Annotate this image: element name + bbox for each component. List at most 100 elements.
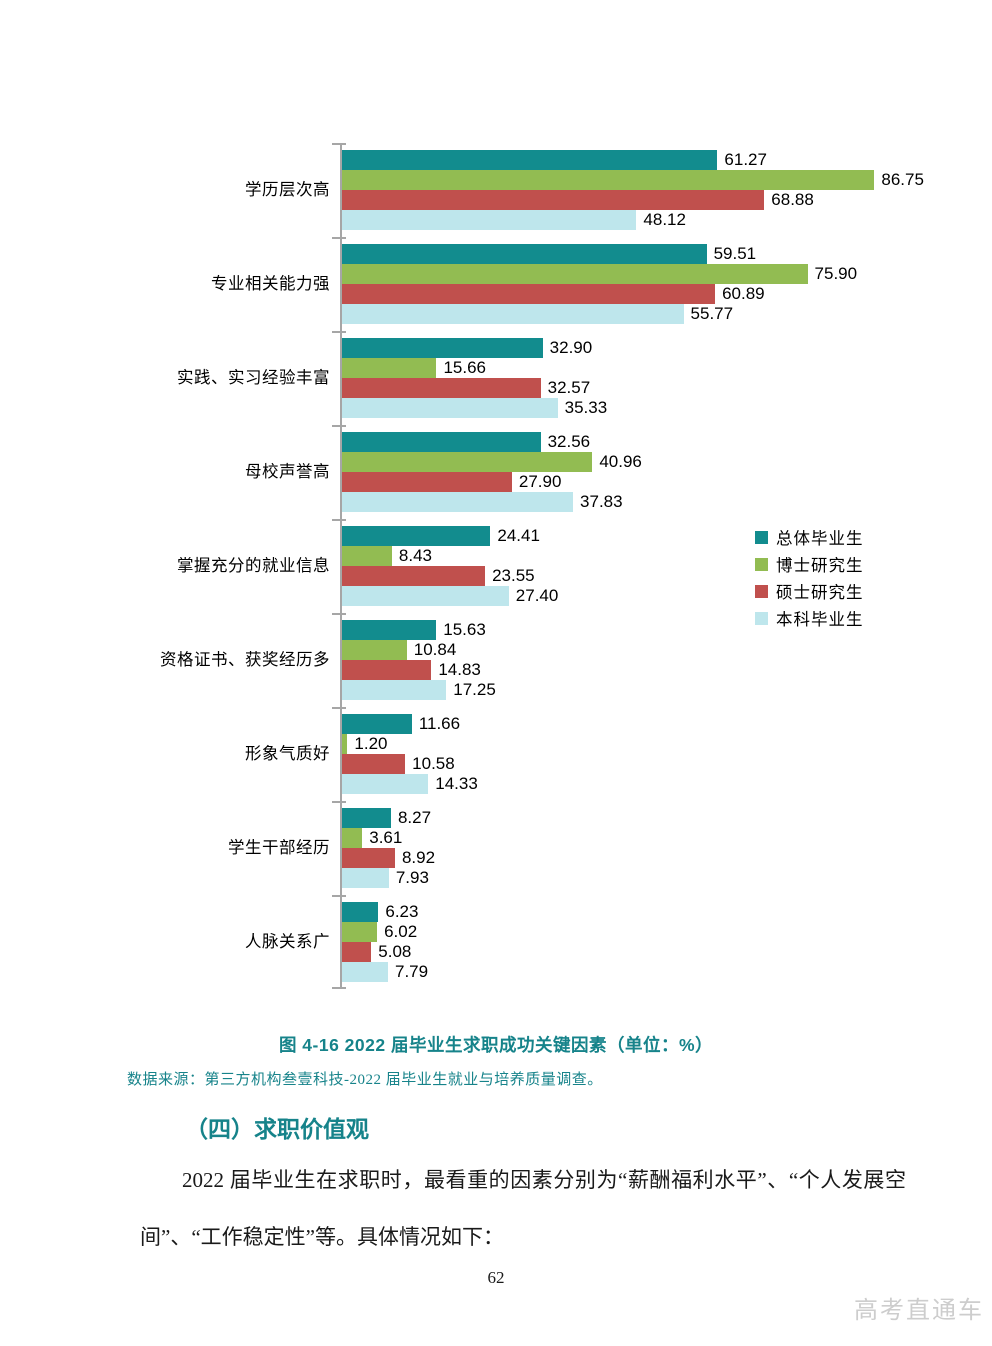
watermark: 高考直通车 <box>854 1297 984 1324</box>
axis-tick <box>332 331 346 333</box>
category-bar-group: 6.23 6.02 5.08 7.79 <box>340 895 940 989</box>
bar-line: 59.51 <box>340 244 940 264</box>
bar-line: 3.61 <box>340 828 940 848</box>
bar-line: 10.84 <box>340 640 940 660</box>
bar-value-label: 14.83 <box>438 660 481 679</box>
bar-博士研究生 <box>340 264 808 284</box>
chart-legend: 总体毕业生博士研究生硕士研究生本科毕业生 <box>755 528 864 629</box>
bar-本科毕业生 <box>340 586 509 606</box>
section-heading: （四）求职价值观 <box>185 1116 369 1142</box>
bar-value-label: 15.63 <box>443 620 486 639</box>
bar-value-label: 48.12 <box>643 210 686 229</box>
legend-item: 本科毕业生 <box>755 609 864 629</box>
category-label: 学生干部经历 <box>228 838 330 858</box>
bar-line: 7.79 <box>340 962 940 982</box>
chart-plot-area: 学历层次高 61.27 86.75 68.88 48.12 专业相关能力强 59.51 75.… <box>140 143 940 989</box>
bar-本科毕业生 <box>340 774 429 794</box>
category-bar-group: 32.90 15.66 32.57 35.33 <box>340 331 940 425</box>
category-label: 学历层次高 <box>245 180 330 200</box>
bar-总体毕业生 <box>340 244 707 264</box>
chart-category-row: 母校声誉高 32.56 40.96 27.90 37.83 <box>140 425 940 519</box>
bar-博士研究生 <box>340 828 363 848</box>
bar-value-label: 40.96 <box>599 452 642 471</box>
bar-value-label: 68.88 <box>771 190 814 209</box>
bar-line: 1.20 <box>340 734 940 754</box>
bar-博士研究生 <box>340 452 593 472</box>
bar-硕士研究生 <box>340 754 406 774</box>
bar-line: 7.93 <box>340 868 940 888</box>
bar-博士研究生 <box>340 922 378 942</box>
chart-category-row: 学历层次高 61.27 86.75 68.88 48.12 <box>140 143 940 237</box>
bar-line: 8.92 <box>340 848 940 868</box>
bar-value-label: 8.27 <box>397 808 432 827</box>
category-label: 掌握充分的就业信息 <box>177 556 330 576</box>
axis-tick <box>332 425 346 427</box>
bar-value-label: 6.02 <box>384 922 418 941</box>
bar-line: 15.66 <box>340 358 940 378</box>
bar-总体毕业生 <box>340 808 391 828</box>
bar-硕士研究生 <box>340 566 486 586</box>
legend-label: 总体毕业生 <box>776 529 864 548</box>
category-label: 实践、实习经验丰富 <box>177 368 330 388</box>
category-label: 专业相关能力强 <box>211 274 330 294</box>
chart-category-row: 学生干部经历 8.27 3.61 8.92 7.93 <box>140 801 940 895</box>
legend-label: 博士研究生 <box>776 556 864 575</box>
legend-swatch-icon <box>755 530 768 544</box>
bar-value-label: 17.25 <box>453 680 496 699</box>
category-bar-group: 61.27 86.75 68.88 48.12 <box>340 143 940 237</box>
category-bar-group: 15.63 10.84 14.83 17.25 <box>340 613 940 707</box>
bar-line: 17.25 <box>340 680 940 700</box>
body-paragraph: 2022 届毕业生在求职时，最看重的因素分别为“薪酬福利水平”、“个人发展空间”… <box>140 1168 906 1249</box>
bar-value-label: 1.20 <box>354 734 388 753</box>
legend-label: 本科毕业生 <box>776 610 864 629</box>
bar-line: 27.90 <box>340 472 940 492</box>
category-bar-group: 24.41 8.43 23.55 27.40 <box>340 519 940 613</box>
axis-tick <box>332 613 346 615</box>
bar-line: 5.08 <box>340 942 940 962</box>
category-label: 资格证书、获奖经历多 <box>160 650 330 670</box>
bar-line: 35.33 <box>340 398 940 418</box>
bar-value-label: 10.58 <box>412 754 455 773</box>
bar-总体毕业生 <box>340 526 491 546</box>
bar-line: 15.63 <box>340 620 940 640</box>
bar-本科毕业生 <box>340 398 558 418</box>
legend-swatch-icon <box>755 611 768 625</box>
bar-value-label: 32.90 <box>549 338 593 357</box>
axis-tick <box>332 519 346 521</box>
bar-line: 61.27 <box>340 150 940 170</box>
bar-line: 55.77 <box>340 304 940 324</box>
bar-本科毕业生 <box>340 868 389 888</box>
bar-value-label: 27.90 <box>518 472 562 491</box>
category-label: 形象气质好 <box>245 744 330 764</box>
bar-value-label: 60.89 <box>722 284 765 303</box>
bar-line: 8.27 <box>340 808 940 828</box>
bar-line: 32.90 <box>340 338 940 358</box>
bar-value-label: 14.33 <box>435 774 478 793</box>
legend-swatch-icon <box>755 584 768 598</box>
bar-博士研究生 <box>340 640 407 660</box>
legend-label: 硕士研究生 <box>776 583 864 602</box>
bar-value-label: 10.84 <box>413 640 457 659</box>
axis-tick <box>332 237 346 239</box>
bar-line: 40.96 <box>340 452 940 472</box>
bar-line: 14.83 <box>340 660 940 680</box>
bar-本科毕业生 <box>340 962 388 982</box>
bar-line: 37.83 <box>340 492 940 512</box>
chart-category-row: 资格证书、获奖经历多 15.63 10.84 14.83 17.25 <box>140 613 940 707</box>
legend-item: 总体毕业生 <box>755 528 864 548</box>
bar-硕士研究生 <box>340 284 716 304</box>
bar-value-label: 6.23 <box>385 902 419 921</box>
bar-硕士研究生 <box>340 378 541 398</box>
bar-line: 75.90 <box>340 264 940 284</box>
bar-本科毕业生 <box>340 492 574 512</box>
bar-博士研究生 <box>340 358 437 378</box>
data-source-note: 数据来源：第三方机构叁壹科技-2022 届毕业生就业与培养质量调查。 <box>127 1072 603 1088</box>
bar-value-label: 61.27 <box>724 150 767 169</box>
chart-category-row: 实践、实习经验丰富 32.90 15.66 32.57 35.33 <box>140 331 940 425</box>
bar-value-label: 7.79 <box>394 962 429 981</box>
bar-value-label: 35.33 <box>564 398 608 417</box>
bar-硕士研究生 <box>340 472 512 492</box>
y-axis-line <box>340 143 342 989</box>
category-bar-group: 32.56 40.96 27.90 37.83 <box>340 425 940 519</box>
